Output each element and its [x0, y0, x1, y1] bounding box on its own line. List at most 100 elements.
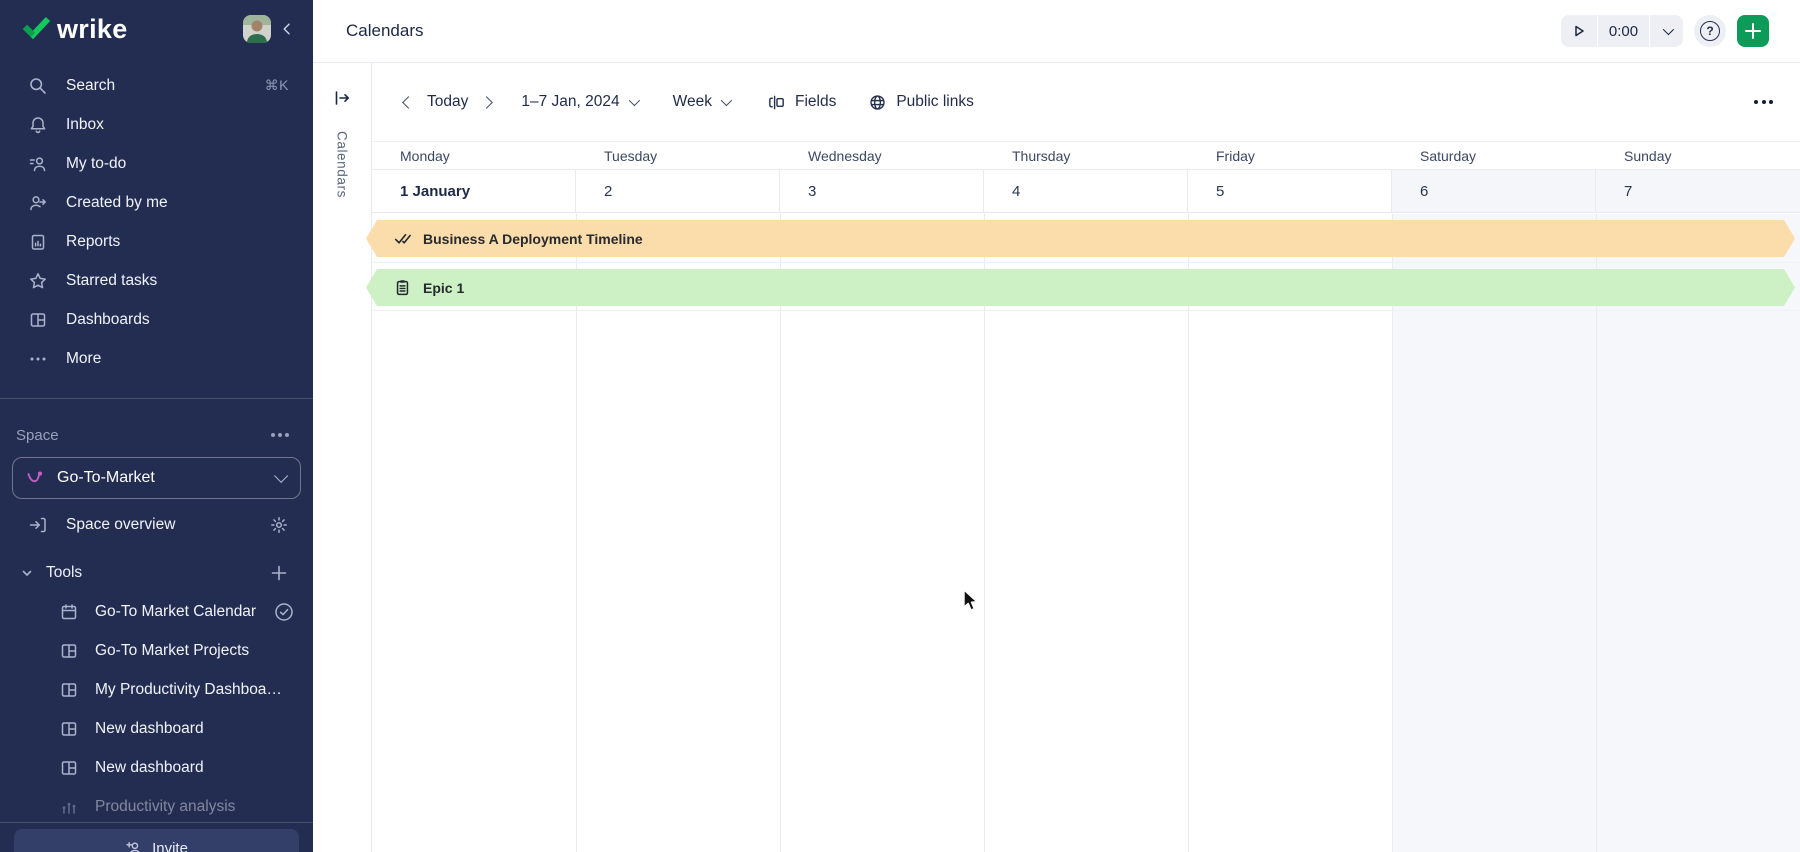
grid-line: [1392, 214, 1393, 852]
view-mode-button[interactable]: Week: [672, 93, 733, 111]
dashboards-icon: [28, 310, 48, 330]
sidebar-item-go-to-market-calendar[interactable]: Go-To Market Calendar: [0, 592, 313, 631]
sidebar-item-reports[interactable]: Reports: [0, 222, 313, 261]
day-header: Sunday: [1624, 147, 1672, 164]
sidebar-item-label: Go-To Market Calendar: [95, 602, 257, 620]
avatar[interactable]: [243, 15, 271, 43]
event-bar-business-a-deployment-timeline[interactable]: Business A Deployment Timeline: [366, 220, 1795, 257]
date-cell[interactable]: 5: [1188, 170, 1392, 212]
calendar-grid: Monday Tuesday Wednesday Thursday Friday…: [372, 141, 1800, 852]
plus-icon: [1745, 23, 1761, 39]
chevron-down-icon: [20, 566, 34, 580]
sidebar-item-label: Reports: [66, 232, 121, 250]
sidebar-item-label: Space overview: [66, 515, 176, 533]
event-bar-epic-1[interactable]: Epic 1: [366, 269, 1795, 306]
clipboard-icon: [393, 278, 412, 297]
calendar-body[interactable]: Business A Deployment Timeline Epic 1: [372, 214, 1800, 852]
event-title: Business A Deployment Timeline: [423, 230, 643, 247]
check-circle-icon: [273, 601, 295, 623]
date-range-label: 1–7 Jan, 2024: [521, 93, 620, 110]
sidebar-divider: [0, 398, 313, 399]
fields-icon: [767, 93, 786, 112]
fields-button[interactable]: Fields: [767, 93, 836, 112]
sidebar-item-my-productivity-dashboard[interactable]: My Productivity Dashboa…: [0, 670, 313, 709]
view-mode-label: Week: [672, 93, 712, 110]
sidebar-item-created-by-me[interactable]: Created by me: [0, 183, 313, 222]
calendars-panel-strip: Calendars: [313, 63, 372, 852]
chevron-down-icon: [628, 94, 640, 107]
todo-icon: [28, 154, 48, 174]
sidebar-item-dashboards[interactable]: Dashboards: [0, 300, 313, 339]
prev-week-icon[interactable]: [402, 95, 415, 109]
sidebar-item-label: My to-do: [66, 154, 127, 172]
sidebar-item-new-dashboard[interactable]: New dashboard: [0, 709, 313, 748]
date-cell[interactable]: 3: [780, 170, 984, 212]
next-week-icon[interactable]: [480, 95, 494, 109]
sidebar-item-label: New dashboard: [95, 758, 204, 776]
collapse-sidebar-icon[interactable]: [275, 17, 299, 41]
public-links-button[interactable]: Public links: [868, 93, 974, 112]
analytics-icon: [59, 797, 79, 817]
space-avatar-icon: [27, 471, 43, 483]
sidebar-logo-row: wrike: [0, 0, 313, 58]
weekend-shading-sunday: [1596, 214, 1800, 852]
day-header: Wednesday: [808, 147, 882, 164]
date-cell[interactable]: 6: [1392, 170, 1596, 212]
ellipsis-icon: [28, 349, 48, 369]
tools-section-label: Tools: [46, 564, 83, 581]
sidebar-item-starred-tasks[interactable]: Starred tasks: [0, 261, 313, 300]
brand-text: wrike: [57, 13, 128, 44]
sidebar-item-inbox[interactable]: Inbox: [0, 105, 313, 144]
date-cell[interactable]: 4: [984, 170, 1188, 212]
sidebar-item-space-overview[interactable]: Space overview: [0, 505, 313, 544]
timer-play-button[interactable]: [1561, 15, 1597, 47]
add-button[interactable]: [1737, 15, 1769, 47]
add-tool-icon[interactable]: [269, 563, 289, 583]
day-header: Saturday: [1420, 147, 1477, 164]
invite-button-label: Invite: [152, 839, 188, 852]
sidebar-item-label: Starred tasks: [66, 271, 158, 289]
sidebar-divider: [0, 822, 313, 823]
sidebar-item-go-to-market-projects[interactable]: Go-To Market Projects: [0, 631, 313, 670]
double-check-icon: [393, 229, 412, 248]
wrike-check-icon: [22, 16, 51, 40]
grid-line: [1188, 214, 1189, 852]
wrike-logo[interactable]: wrike: [21, 14, 128, 45]
main-header: Calendars 0:00 ?: [313, 0, 1800, 63]
invite-button[interactable]: Invite: [14, 829, 299, 852]
gear-icon[interactable]: [269, 515, 289, 535]
sidebar-nav: Search ⌘K Inbox My to-do Created by me R…: [0, 66, 313, 378]
expand-panel-icon[interactable]: [332, 88, 352, 108]
date-cell[interactable]: 1 January: [372, 170, 576, 212]
sidebar-item-search[interactable]: Search ⌘K: [0, 66, 313, 105]
day-header: Monday: [400, 147, 450, 164]
panel-vertical-label: Calendars: [334, 131, 350, 198]
today-button[interactable]: Today: [427, 93, 469, 110]
tools-section-row[interactable]: Tools: [0, 554, 313, 592]
space-menu-icon[interactable]: [271, 433, 289, 437]
event-title: Epic 1: [423, 279, 465, 296]
main-area: Calendars 0:00 ?: [313, 0, 1800, 852]
sidebar-item-my-todo[interactable]: My to-do: [0, 144, 313, 183]
day-header: Thursday: [1012, 147, 1071, 164]
timer-value[interactable]: 0:00: [1597, 15, 1649, 47]
star-icon: [28, 271, 48, 291]
help-icon: ?: [1700, 21, 1720, 41]
date-range-button[interactable]: 1–7 Jan, 2024: [521, 93, 640, 111]
dashboard-icon: [59, 641, 79, 661]
timer-dropdown-button[interactable]: [1649, 15, 1683, 47]
sidebar-item-more[interactable]: More: [0, 339, 313, 378]
date-cell[interactable]: 2: [576, 170, 780, 212]
day-header-row: Monday Tuesday Wednesday Thursday Friday…: [372, 141, 1800, 170]
date-cell[interactable]: 7: [1596, 170, 1800, 212]
toolbar-more-icon[interactable]: [1754, 100, 1773, 104]
sidebar-item-label: Dashboards: [66, 310, 150, 328]
sidebar-item-productivity-analysis[interactable]: Productivity analysis: [0, 787, 313, 826]
space-selector[interactable]: Go-To-Market: [12, 457, 301, 499]
space-section-label: Space: [16, 426, 59, 444]
space-section-header: Space: [16, 425, 289, 445]
sidebar-item-label: Productivity analysis: [95, 797, 236, 815]
help-button[interactable]: ?: [1694, 15, 1726, 47]
dashboard-icon: [59, 719, 79, 739]
sidebar-item-new-dashboard[interactable]: New dashboard: [0, 748, 313, 787]
